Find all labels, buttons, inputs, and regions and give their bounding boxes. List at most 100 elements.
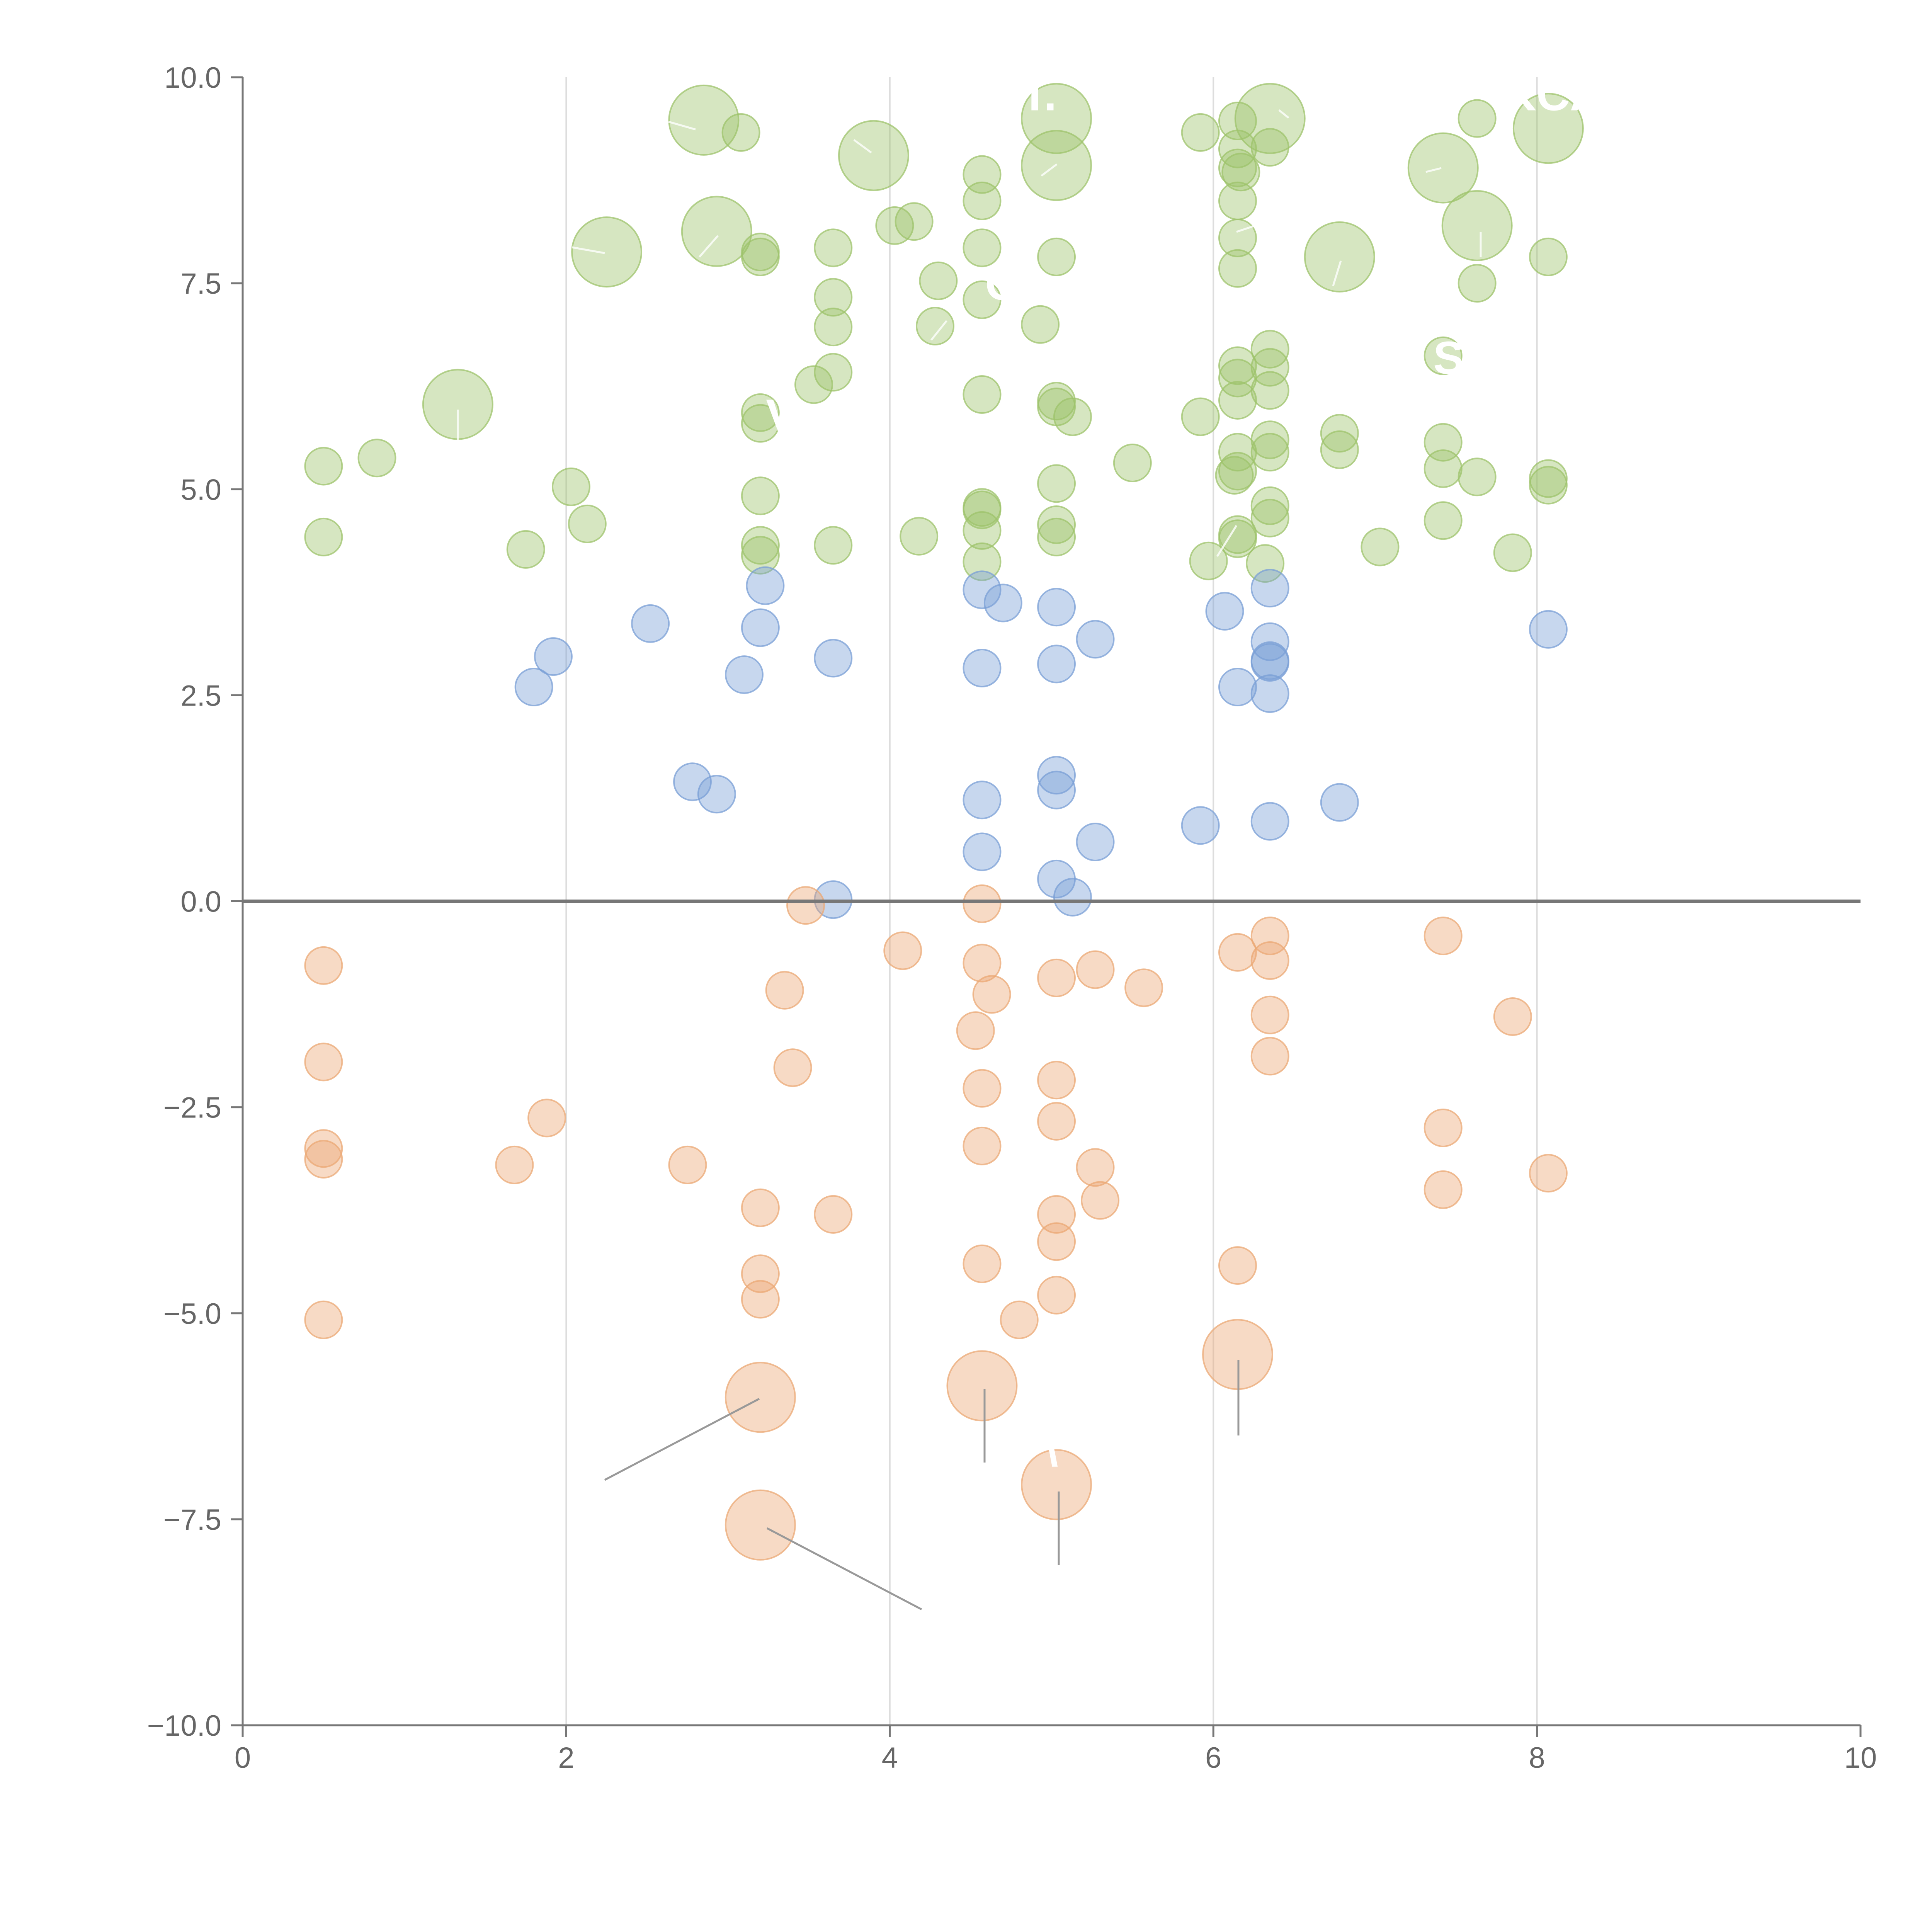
leader-line <box>1278 109 1289 119</box>
bubble-high <box>1021 305 1060 344</box>
bubble-mid <box>1181 806 1220 845</box>
bubble-low <box>1250 1037 1289 1076</box>
bubble-high <box>506 530 545 569</box>
bubble-low <box>668 1145 707 1184</box>
bubble-high <box>1037 464 1076 503</box>
bubble-mid <box>1250 674 1289 713</box>
bubble-high <box>963 280 1002 319</box>
bubble-high <box>814 353 853 392</box>
bubble-high <box>814 526 853 565</box>
bubble-low <box>527 1099 566 1138</box>
bubble-low <box>963 884 1002 923</box>
bubble-low <box>1081 1181 1120 1220</box>
y-tick-label: 7.5 <box>180 267 221 300</box>
bubble-high <box>794 365 833 404</box>
x-tick-label: 10 <box>1844 1742 1877 1774</box>
bubble-mid <box>963 832 1002 871</box>
bubble-high <box>1423 501 1463 540</box>
bubble-high <box>1181 397 1220 436</box>
bubble-high <box>1037 382 1076 421</box>
leader-line <box>1425 167 1442 173</box>
bubble-high <box>304 517 343 556</box>
bubble-low <box>724 1489 796 1561</box>
bubble-high <box>1320 430 1359 469</box>
x-tick-label: 0 <box>235 1742 251 1774</box>
bubble-mid <box>963 570 1002 609</box>
bubble-mid <box>963 781 1002 820</box>
bubble-high <box>1361 527 1400 566</box>
bubble-high <box>741 526 780 565</box>
bubble-high <box>919 261 958 300</box>
bubble-mid <box>1037 645 1076 684</box>
bubble-high <box>1181 113 1220 152</box>
bubble-layer <box>304 83 1584 1561</box>
bubble-high <box>895 202 934 241</box>
bubble-high <box>1320 414 1359 453</box>
y-tick-label: −10.0 <box>147 1709 221 1742</box>
bubble-low <box>972 975 1011 1014</box>
bubble-low <box>1423 1170 1463 1209</box>
bubble-high <box>357 439 396 478</box>
bubble-low <box>1423 1108 1463 1147</box>
bubble-low <box>1037 1195 1076 1234</box>
bubble-mid <box>746 566 785 605</box>
bubble-high <box>814 228 853 267</box>
bubble-label: O <box>1325 167 1361 219</box>
bubble-low <box>963 944 1002 983</box>
bubble-low <box>765 971 804 1010</box>
bubble-high <box>1215 456 1254 495</box>
axes: 10.0 7.5 5.0 2.5 0.0 −2.5 −5.0 −7.5 −10.0 0 2 4 6 8 10 <box>147 61 1877 1774</box>
bubble-mid <box>1218 668 1257 707</box>
bubble-mid <box>983 583 1022 622</box>
bubble-high <box>1407 132 1479 204</box>
bubble-high <box>741 404 780 443</box>
bubble-low <box>1218 933 1257 972</box>
bubble-low <box>1037 1102 1076 1141</box>
y-tick-label: −2.5 <box>163 1092 221 1124</box>
bubble-low <box>1021 1449 1092 1520</box>
leader-line <box>853 139 872 154</box>
bubble-high <box>1037 237 1076 276</box>
bubble-low <box>1076 950 1115 989</box>
bubble-low <box>304 1129 343 1168</box>
bubble-high <box>963 155 1002 194</box>
bubble-high <box>1250 348 1289 387</box>
bubble-high <box>1113 444 1152 483</box>
bubble-high <box>1512 93 1584 164</box>
bubble-low <box>773 1048 812 1087</box>
bubble-high <box>1250 371 1289 410</box>
bubble-low <box>963 1126 1002 1165</box>
bubble-label: SE <box>1433 332 1495 384</box>
bubble-low <box>741 1280 780 1319</box>
bubble-high <box>875 206 914 245</box>
bubble-mid <box>1205 592 1244 631</box>
bubble-mid <box>1250 802 1289 841</box>
bubble-high <box>1037 517 1076 556</box>
bubble-low <box>1076 1148 1115 1187</box>
y-tick-label: 5.0 <box>180 473 221 506</box>
leader-line <box>699 235 719 258</box>
bubble-low <box>1124 968 1163 1007</box>
bubble-low <box>963 1069 1002 1108</box>
bubble-high <box>1218 102 1257 141</box>
bubble-high <box>1246 544 1285 583</box>
bubble-high <box>1458 99 1497 138</box>
bubble-high <box>814 278 853 317</box>
leader-line <box>1332 260 1342 286</box>
bubble-high <box>963 511 1002 550</box>
bubble-high <box>1218 249 1257 288</box>
y-tick-label: 2.5 <box>180 679 221 712</box>
bubble-mid <box>1053 878 1092 917</box>
bubble-high <box>1423 449 1463 488</box>
bubble-high <box>741 536 780 575</box>
y-tick-label: 10.0 <box>164 61 221 94</box>
bubble-mid <box>1529 610 1568 649</box>
bubble-low <box>741 1188 780 1227</box>
x-tick-label: 8 <box>1529 1742 1545 1774</box>
bubble-mid <box>697 775 736 814</box>
leader-line <box>1041 163 1058 177</box>
bubble-low <box>1037 958 1076 997</box>
leader-line <box>1216 525 1238 557</box>
bubble-high <box>1423 336 1463 375</box>
